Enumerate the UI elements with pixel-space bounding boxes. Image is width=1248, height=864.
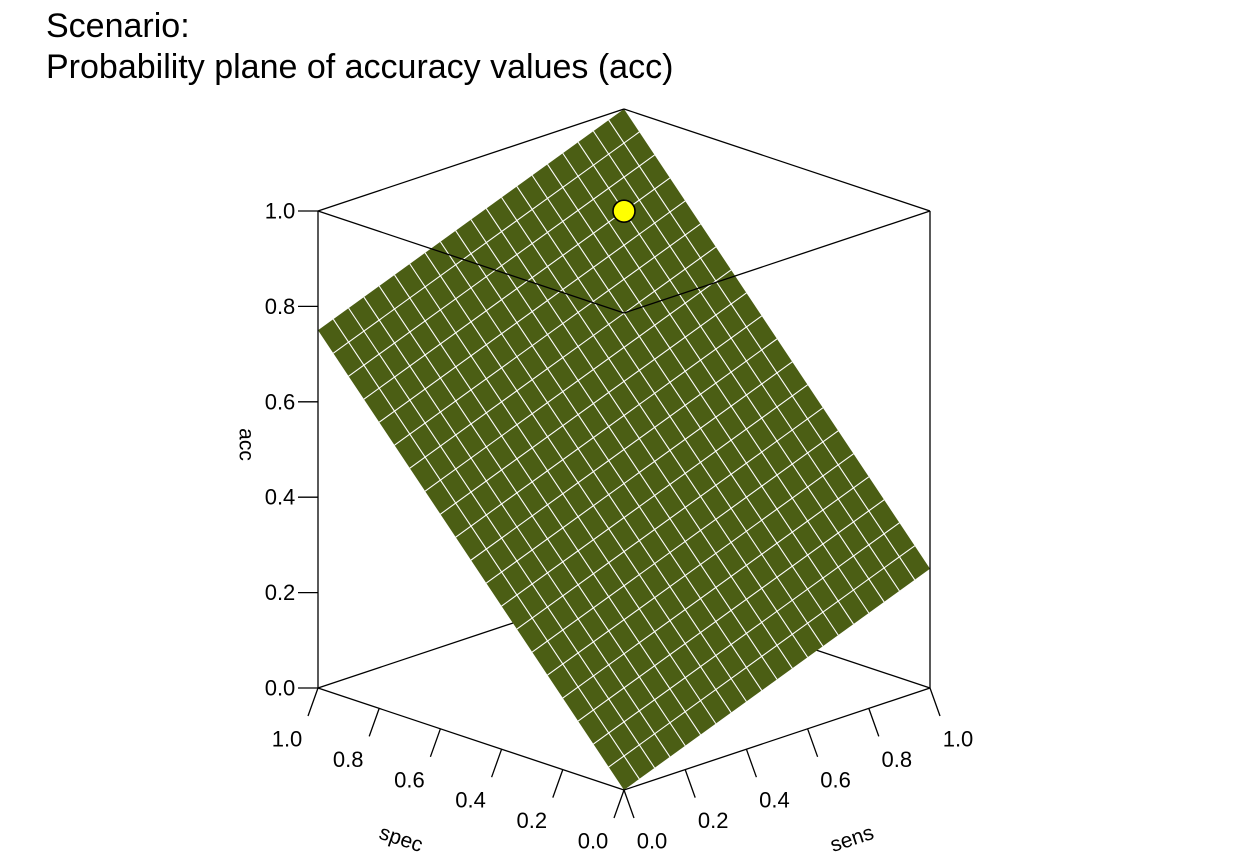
- chart-title-line-2: Probability plane of accuracy values (ac…: [46, 48, 674, 86]
- chart-title: Scenario: Probability plane of accuracy …: [46, 6, 673, 88]
- acc-tick-label: 0.0: [265, 676, 296, 701]
- data-point: [612, 199, 636, 223]
- sens-tick: [868, 708, 880, 737]
- acc-tick-label: 0.2: [265, 580, 296, 605]
- sens-tick-label: 0.4: [759, 788, 790, 813]
- acc-tick-label: 0.6: [265, 389, 296, 414]
- surface-grid-line: [378, 200, 686, 423]
- surface-grid-line: [348, 154, 655, 377]
- spec-tick-label: 0.6: [394, 767, 425, 792]
- spec-tick-label: 0.8: [333, 747, 364, 772]
- spec-tick-label: 1.0: [272, 727, 303, 752]
- spec-tick: [613, 789, 625, 819]
- box-edge: [317, 210, 625, 314]
- spec-tick-label: 0.4: [455, 788, 486, 813]
- sens-tick: [745, 748, 758, 778]
- surface-grid-line: [501, 197, 809, 658]
- spec-tick: [552, 769, 564, 798]
- acc-axis-label: acc: [235, 428, 258, 461]
- sens-tick: [623, 789, 635, 819]
- sens-tick: [806, 728, 819, 758]
- box-edge: [623, 687, 931, 791]
- acc-tick-label: 0.4: [265, 485, 296, 510]
- chart-title-line-1: Scenario:: [46, 7, 190, 45]
- spec-tick-label: 0.0: [578, 829, 609, 854]
- box-edge: [623, 210, 931, 314]
- sens-tick-label: 1.0: [943, 727, 974, 752]
- spec-tick: [307, 687, 319, 717]
- sens-axis-label: sens: [827, 821, 876, 857]
- surface-grid-line: [455, 315, 763, 538]
- box-edge: [317, 108, 625, 212]
- surface-grid-line: [424, 269, 732, 492]
- box-edge: [317, 687, 625, 791]
- surface-grid-line: [394, 223, 701, 446]
- surface-grid-line: [470, 338, 778, 561]
- spec-tick: [490, 748, 503, 778]
- sens-tick: [929, 687, 941, 717]
- spec-axis-label: spec: [376, 821, 425, 857]
- surface-grid-line: [547, 164, 854, 625]
- spec-tick-label: 0.2: [517, 808, 548, 833]
- spec-tick: [429, 728, 442, 758]
- surface-grid-line: [608, 119, 916, 581]
- data-points: [612, 199, 636, 223]
- surface-grid-line: [440, 292, 747, 515]
- sens-tick-label: 0.6: [820, 767, 851, 792]
- box-edge: [623, 108, 931, 212]
- surface-grid-line: [562, 152, 870, 614]
- sens-tick-label: 0.8: [882, 747, 913, 772]
- surface-grid-line: [332, 131, 640, 354]
- sens-tick-label: 0.2: [698, 808, 729, 833]
- sens-tick-label: 0.0: [637, 829, 668, 854]
- acc-tick-label: 1.0: [265, 199, 296, 224]
- spec-tick: [368, 708, 380, 737]
- acc-tick-label: 0.8: [265, 294, 296, 319]
- surface-grid-line: [516, 186, 824, 647]
- axes: 0.0 0.2 0.4 0.6 0.8 1.0 acc 0.0 0.2 0.4 0.6 0.8 1.0 s…: [235, 199, 974, 857]
- sens-tick: [684, 769, 696, 798]
- box-front-edges: [317, 108, 931, 791]
- accuracy-plane: [318, 109, 930, 790]
- surface-grid-line: [531, 175, 839, 636]
- surface-grid-line: [485, 208, 793, 669]
- surface-grid-line: [409, 246, 717, 469]
- surface-grid-line: [592, 130, 900, 592]
